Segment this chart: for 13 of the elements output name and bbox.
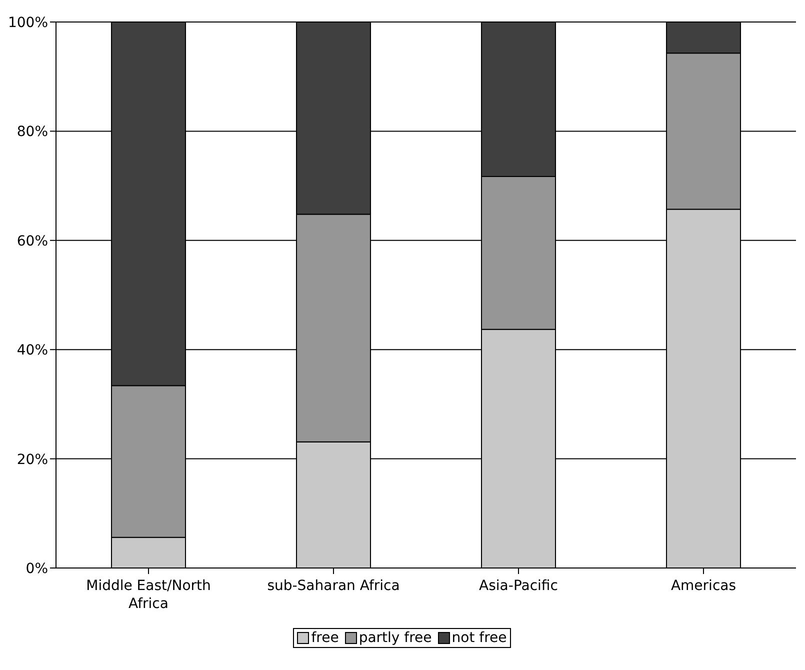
y-tick-label: 0% [26, 560, 48, 577]
y-tick-label: 40% [16, 342, 48, 359]
x-tick-label: Asia-Pacific [479, 578, 558, 594]
x-tick-label: Middle East/North Africa [86, 578, 211, 612]
y-tick-label: 80% [16, 124, 48, 140]
x-tick-label: sub-Saharan Africa [267, 578, 400, 594]
y-tick-label: 100% [8, 14, 48, 31]
legend-label: not free [450, 630, 507, 646]
x-tick-label: Americas [670, 578, 736, 594]
y-tick-label: 60% [16, 233, 48, 250]
legend-label: partly free [358, 630, 432, 646]
y-tick-label: 20% [16, 452, 48, 468]
legend-label: free [310, 630, 339, 646]
